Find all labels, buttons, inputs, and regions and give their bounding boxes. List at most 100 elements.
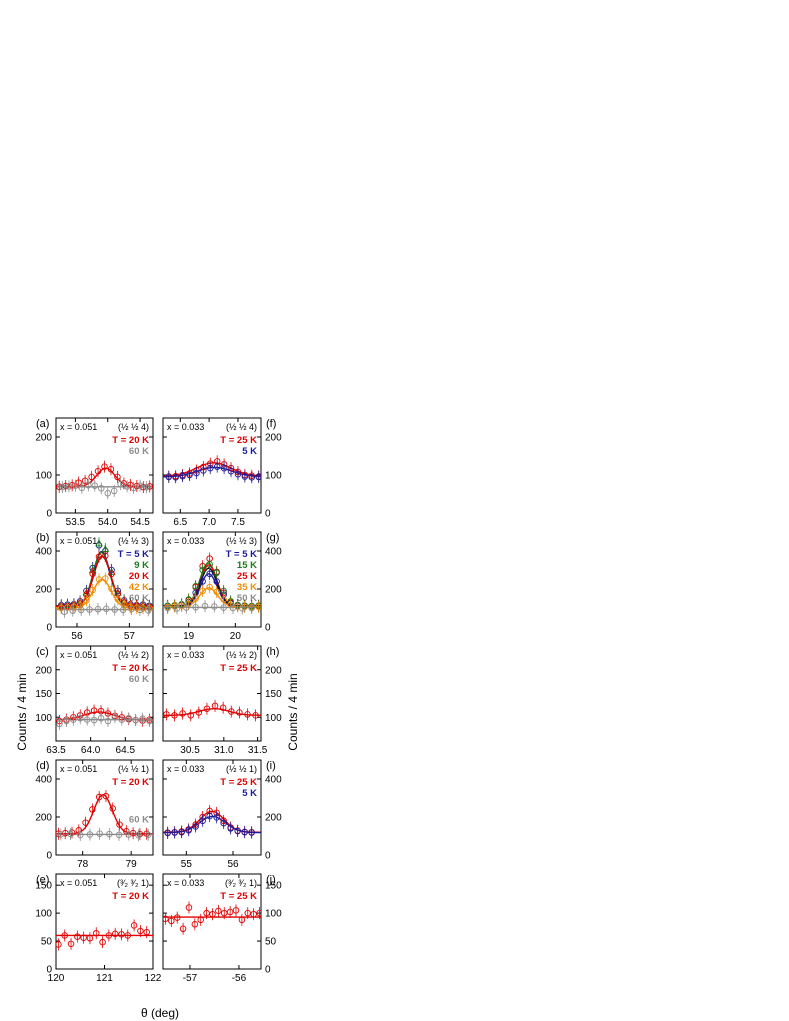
legend-entry: 35 K [237,582,257,593]
data-point [123,483,131,490]
data-point [70,716,77,723]
legend-entry: 5 K [242,788,257,799]
data-point [187,712,194,719]
x-tick-label: 79 [126,859,138,870]
data-point [239,605,246,612]
legend-entry: 60 K [129,814,149,825]
x-axis-label: θ (deg) [141,1006,179,1020]
data-point [206,570,213,578]
y-tick-label: 200 [35,585,52,596]
x-tick-label: 78 [77,859,89,870]
data-point [82,819,89,826]
data-point [195,709,203,716]
panel-h: 30.5 31.0 31.5 100 150 200 (h) x = 0.033 (½ ½ 2)… [162,645,282,756]
data-point [129,829,137,837]
x-tick-label: 56 [71,631,83,642]
plot-frame [55,645,154,742]
data-point [80,934,87,941]
plot-area [56,704,153,730]
legend-entry: 60 K [129,446,149,457]
data-point [120,601,128,609]
x-tick-label: 6.5 [173,517,187,528]
reflection-label: (³⁄₂ ³⁄₂ 1) [225,878,257,888]
data-point [133,482,141,490]
composition-label: x = 0.033 [167,422,204,432]
data-point [203,909,210,917]
plot-frame [162,531,262,628]
data-point [191,921,199,928]
data-point [101,463,108,470]
data-point [110,487,118,495]
data-point [95,553,103,560]
data-point [108,570,115,578]
data-point [67,830,74,838]
data-point [56,720,63,728]
data-point [72,482,79,489]
data-point [68,829,76,836]
data-point [185,827,192,834]
y-tick-label: 100 [35,471,52,482]
data-point [86,935,94,942]
data-point [255,603,261,611]
composition-label: x = 0.051 [60,764,97,774]
data-point [105,932,113,939]
panel-a: 53.5 54.0 54.5 0 100 200 (a) x = 0.051 (½ ½ 4) T … [35,417,154,528]
x-tick-label: 19 [183,631,195,642]
data-point [143,830,150,837]
plot-frame [55,417,154,514]
data-point [69,607,77,614]
data-point [76,831,84,839]
panel-label: (h) [266,646,279,658]
data-point [163,711,170,718]
x-tick-label: 64.5 [116,745,136,756]
composition-label: x = 0.051 [60,422,97,432]
legend-entry: 60 K [129,674,149,685]
data-point [211,702,219,710]
data-point [124,932,132,939]
data-point [61,608,68,616]
data-point [229,604,237,612]
panel-label: (a) [36,418,49,430]
x-tick-label: 63.5 [46,745,66,756]
legend-entry: T = 20 K [112,435,149,446]
y-tick-label: 100 [265,713,282,724]
data-point [146,717,153,725]
data-point [95,539,103,547]
data-point [185,904,193,911]
legend-entry: T = 20 K [112,777,149,788]
data-point [192,603,199,611]
x-tick-label: 121 [96,973,113,984]
y-tick-label: 0 [46,965,52,976]
y-tick-label: 50 [265,937,277,948]
x-tick-label: 56 [227,859,239,870]
data-point [192,823,199,830]
data-point [67,940,75,948]
plot-area [163,455,261,484]
data-point [130,922,138,929]
y-tick-label: 200 [35,813,52,824]
y-tick-label: 400 [265,775,282,786]
reflection-label: (½ ½ 4) [118,422,149,432]
data-point [111,606,118,613]
data-point [213,814,220,821]
data-point [85,482,92,489]
data-point [244,711,251,718]
plot-area [56,919,153,951]
data-point [234,827,241,835]
data-point [115,831,123,839]
data-point [132,716,139,724]
data-point [93,929,100,937]
panel-label: (e) [36,874,49,886]
panel-j: -57 -56 0 50 100 150(j) x = 0.033 (³⁄₂ ³⁄₂ 1) T … [162,873,282,984]
data-point [56,941,62,948]
panel-label: (g) [266,532,279,544]
composition-label: x = 0.033 [167,764,204,774]
data-point [89,806,96,813]
data-point [215,907,222,915]
y-tick-label: 400 [265,547,282,558]
data-point [119,606,127,614]
data-point [88,473,95,481]
data-point [104,717,112,725]
data-point [86,831,94,838]
data-point [226,908,234,916]
